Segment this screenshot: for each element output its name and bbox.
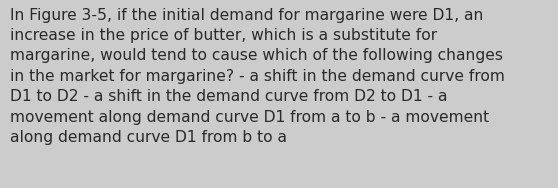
Text: In Figure 3-5, if the initial demand for margarine were D1, an
increase in the p: In Figure 3-5, if the initial demand for…	[10, 8, 505, 145]
